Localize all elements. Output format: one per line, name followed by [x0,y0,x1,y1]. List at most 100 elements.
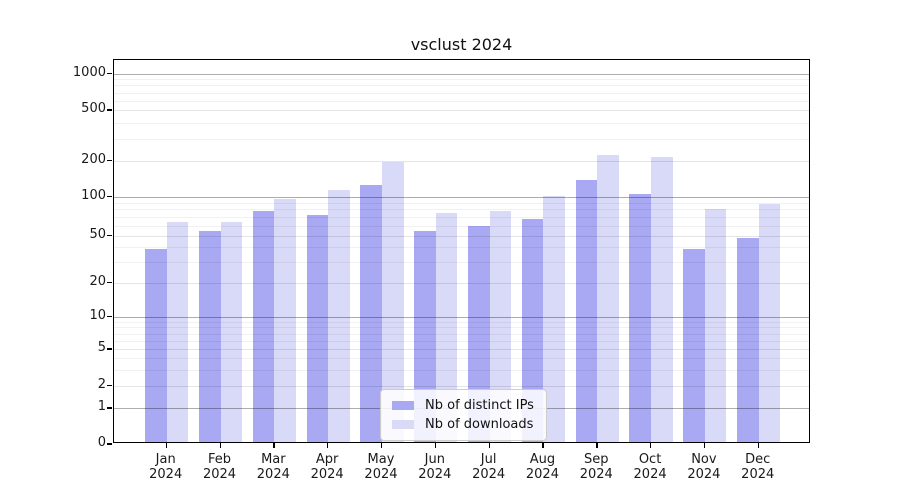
gridline-300 [114,138,809,140]
gridline-90 [114,202,809,204]
y-tick-mark-500 [107,109,112,111]
gridline-2 [114,386,809,387]
y-tick-mark-2 [107,385,112,387]
bar-oct-downloads [651,157,673,442]
x-tick-mark-jan [165,443,167,449]
gridline-8 [114,327,809,329]
y-tick-mark-20 [107,281,112,283]
gridline-100 [114,196,809,198]
legend-entry-downloads: Nb of downloads [392,415,534,434]
x-tick-mark-dec [757,443,760,449]
y-tick-mark-5 [107,348,112,350]
y-tick-mark-1000 [107,72,112,74]
y-tick-label-1000: 1000 [72,64,106,80]
x-tick-label-aug: Aug 2024 [525,452,559,483]
gridline-10 [114,317,809,318]
gridline-900 [114,79,809,81]
gridline-70 [114,216,809,218]
x-tick-mark-aug [542,443,544,449]
bar-jul-downloads [489,210,512,442]
y-tick-mark-10 [107,316,112,318]
y-tick-label-20: 20 [89,273,106,289]
bar-apr-distinct-ips [306,214,329,442]
x-tick-mark-apr [327,443,329,449]
y-tick-mark-0 [107,443,112,445]
y-tick-label-2: 2 [97,377,106,392]
gridline-20 [114,282,809,284]
x-tick-mark-nov [703,443,706,449]
bar-mar-downloads [274,199,296,442]
bar-feb-downloads [220,221,243,442]
bar-jun-downloads [435,213,458,442]
y-tick-label-1: 1 [97,399,106,415]
y-tick-label-10: 10 [89,308,106,323]
bar-sep-downloads [597,154,619,442]
y-tick-label-500: 500 [81,101,106,117]
y-tick-label-200: 200 [81,152,106,167]
gridline-600 [114,100,809,102]
gridline-80 [114,209,809,211]
y-tick-mark-200 [107,160,112,162]
gridline-500 [114,110,809,112]
x-tick-label-oct: Oct 2024 [633,452,667,483]
x-tick-label-nov: Nov 2024 [687,452,721,483]
x-tick-mark-feb [219,443,221,449]
chart-title: vsclust 2024 [410,35,513,54]
x-tick-label-apr: Apr 2024 [310,452,344,483]
bar-aug-downloads [543,196,566,442]
bar-sep-distinct-ips [575,179,598,442]
x-tick-label-jul: Jul 2024 [472,452,506,483]
bar-apr-downloads [328,190,350,442]
y-tick-label-5: 5 [97,340,106,356]
y-tick-label-50: 50 [89,227,106,242]
gridline-7 [114,333,809,335]
bar-may-downloads [381,161,404,442]
bar-nov-downloads [704,208,727,442]
bar-dec-downloads [758,203,781,442]
bar-aug-distinct-ips [521,218,544,442]
gridline-700 [114,92,809,94]
gridline-200 [114,161,809,162]
legend: Nb of distinct IPs Nb of downloads [380,389,547,441]
x-tick-label-jan: Jan 2024 [149,452,183,483]
bar-feb-distinct-ips [198,231,221,442]
bar-nov-distinct-ips [683,249,705,442]
bar-jan-distinct-ips [145,249,167,442]
gridline-60 [114,225,809,227]
gridline-800 [114,85,809,87]
x-tick-label-feb: Feb 2024 [202,452,237,483]
y-tick-mark-50 [107,235,112,237]
bar-jan-downloads [166,221,189,442]
x-tick-mark-may [380,443,383,449]
bar-dec-distinct-ips [737,237,759,442]
x-tick-mark-sep [596,443,598,449]
bar-jul-distinct-ips [468,226,490,442]
y-tick-label-100: 100 [81,187,106,203]
gridline-40 [114,247,809,249]
gridline-50 [114,236,809,237]
x-tick-mark-jun [434,443,437,449]
gridline-1000 [114,73,809,75]
y-tick-label-0: 0 [97,435,106,451]
legend-entry-distinct-ips: Nb of distinct IPs [392,396,534,415]
gridline-9 [114,321,809,323]
legend-label-distinct-ips: Nb of distinct IPs [425,398,534,413]
bar-mar-distinct-ips [252,211,275,442]
plot-area [113,59,810,443]
bar-oct-distinct-ips [629,194,652,442]
x-tick-label-mar: Mar 2024 [256,452,290,483]
x-tick-label-jun: Jun 2024 [418,452,452,483]
legend-swatch-downloads [392,420,414,429]
x-tick-mark-oct [650,443,652,449]
legend-label-downloads: Nb of downloads [425,417,534,432]
y-tick-mark-1 [107,407,112,409]
gridline-6 [114,340,809,342]
x-tick-mark-jul [488,443,490,449]
y-tick-mark-100 [107,195,112,197]
gridline-30 [114,262,809,264]
x-tick-label-may: May 2024 [364,452,398,483]
x-tick-label-dec: Dec 2024 [741,452,775,483]
gridline-5 [114,349,809,351]
bar-may-distinct-ips [360,184,382,442]
